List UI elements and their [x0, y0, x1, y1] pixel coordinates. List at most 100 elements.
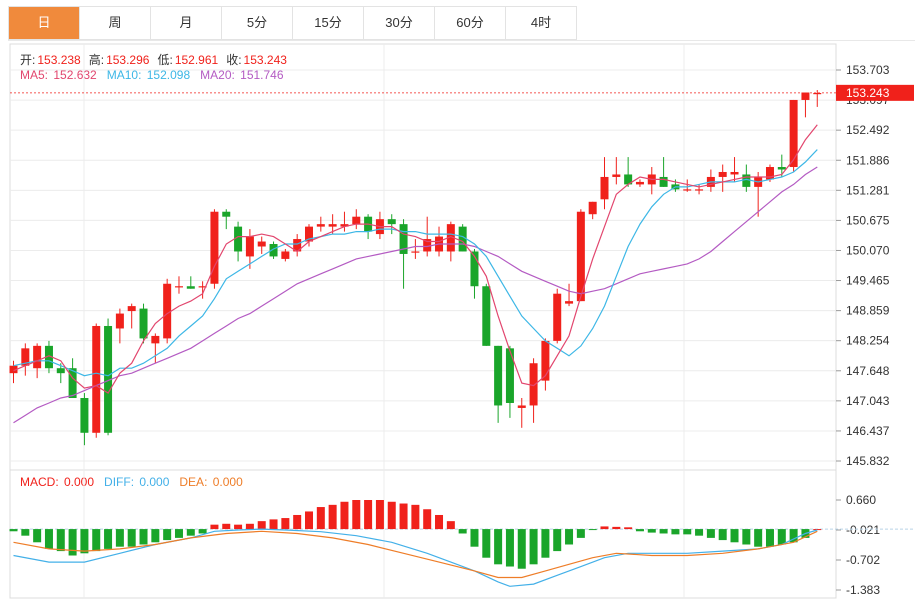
price-axis-tick-label: 148.859 — [846, 304, 890, 318]
macd-bar — [553, 529, 562, 552]
macd-bar — [695, 529, 704, 536]
candle-body — [494, 345, 503, 406]
price-axis-tick-label: 149.465 — [846, 274, 890, 288]
candle-body — [529, 363, 538, 406]
candle-body — [482, 286, 491, 346]
low-label: 低: — [157, 53, 173, 67]
macd-bar — [458, 529, 467, 534]
macd-bar — [765, 529, 774, 547]
candle-body — [470, 251, 479, 287]
candle-body — [198, 286, 207, 288]
candle-body — [446, 224, 455, 252]
macd-bar — [9, 529, 18, 532]
ma5-label: MA5: — [20, 68, 52, 82]
candle-body — [352, 216, 361, 225]
macd-axis-tick-label: -0.021 — [846, 523, 880, 537]
ma20-value: 151.746 — [240, 68, 284, 82]
candle-body — [600, 176, 609, 200]
macd-bar — [56, 529, 65, 552]
macd-bar — [80, 529, 89, 554]
macd-bar — [565, 529, 574, 545]
macd-bar — [411, 504, 420, 530]
candle-body — [505, 348, 514, 403]
ma5-value: 152.632 — [53, 68, 97, 82]
candle-body — [659, 176, 668, 187]
tabs-divider — [8, 40, 915, 41]
candle-body — [281, 251, 290, 259]
macd-bar — [139, 529, 148, 545]
tab-month[interactable]: 月 — [151, 7, 222, 39]
candle-body — [777, 167, 786, 170]
open-label: 开: — [20, 53, 36, 67]
candle-body — [316, 224, 325, 227]
candle-body — [68, 368, 77, 399]
candle-body — [92, 325, 101, 433]
macd-bar — [352, 500, 361, 530]
macd-bar — [293, 514, 302, 530]
macd-bar — [718, 529, 727, 541]
open-value: 153.238 — [37, 53, 81, 67]
candle-body — [423, 239, 432, 252]
diff-value: 0.000 — [139, 475, 170, 489]
ma20-line — [13, 166, 818, 424]
macd-bar — [576, 529, 585, 538]
candle-body — [695, 189, 704, 191]
macd-bar — [210, 524, 219, 530]
tab-5min[interactable]: 5分 — [222, 7, 293, 39]
price-axis-tick-label: 148.254 — [846, 334, 890, 348]
candle-body — [139, 308, 148, 339]
ma10-line — [13, 149, 818, 377]
macd-bar — [21, 529, 30, 536]
close-label: 收: — [226, 53, 242, 67]
macd-bar — [104, 529, 113, 549]
macd-bar — [387, 501, 396, 530]
macd-bar — [612, 526, 621, 530]
macd-axis-tick-label: -0.702 — [846, 553, 880, 567]
tab-60min[interactable]: 60分 — [435, 7, 506, 39]
tab-day[interactable]: 日 — [9, 7, 80, 39]
low-value: 152.961 — [174, 53, 219, 67]
macd-bar — [316, 507, 325, 530]
candle-body — [56, 368, 65, 374]
candle-body — [174, 286, 183, 288]
candle-body — [576, 211, 585, 302]
macd-bar — [257, 521, 266, 530]
candle-body — [683, 189, 692, 191]
macd-bar — [517, 529, 526, 569]
macd-bar — [127, 529, 136, 547]
macd-bar — [494, 529, 503, 565]
candle-body — [458, 226, 467, 252]
price-axis-tick-label: 152.492 — [846, 123, 890, 137]
candle-body — [340, 224, 349, 227]
ma10-label: MA10: — [106, 68, 145, 82]
candle-body — [269, 244, 278, 257]
dea-line — [13, 530, 818, 579]
macd-bar — [186, 529, 195, 536]
candle-body — [127, 306, 136, 312]
macd-bar — [198, 529, 207, 534]
macd-bar — [33, 529, 42, 543]
macd-bar — [328, 504, 337, 530]
macd-bar — [340, 501, 349, 530]
macd-label: MACD: — [20, 475, 62, 489]
tab-week[interactable]: 周 — [80, 7, 151, 39]
macd-readout: MACD: 0.000 DIFF: 0.000 DEA: 0.000 — [20, 475, 245, 489]
macd-bar — [446, 521, 455, 530]
candle-body — [328, 224, 337, 227]
macd-bar — [281, 518, 290, 530]
tab-30min[interactable]: 30分 — [364, 7, 435, 39]
price-axis-tick-label: 147.043 — [846, 394, 890, 408]
macd-bar — [671, 529, 680, 535]
candle-body — [553, 293, 562, 341]
macd-value: 0.000 — [64, 475, 95, 489]
candle-body — [624, 174, 633, 185]
candle-body — [801, 92, 810, 100]
tab-4hour[interactable]: 4时 — [506, 7, 577, 39]
candle-body — [588, 201, 597, 215]
tab-15min[interactable]: 15分 — [293, 7, 364, 39]
high-value: 153.296 — [106, 53, 150, 67]
candle-body — [635, 181, 644, 185]
candle-body — [411, 251, 420, 253]
close-value: 153.243 — [243, 53, 287, 67]
